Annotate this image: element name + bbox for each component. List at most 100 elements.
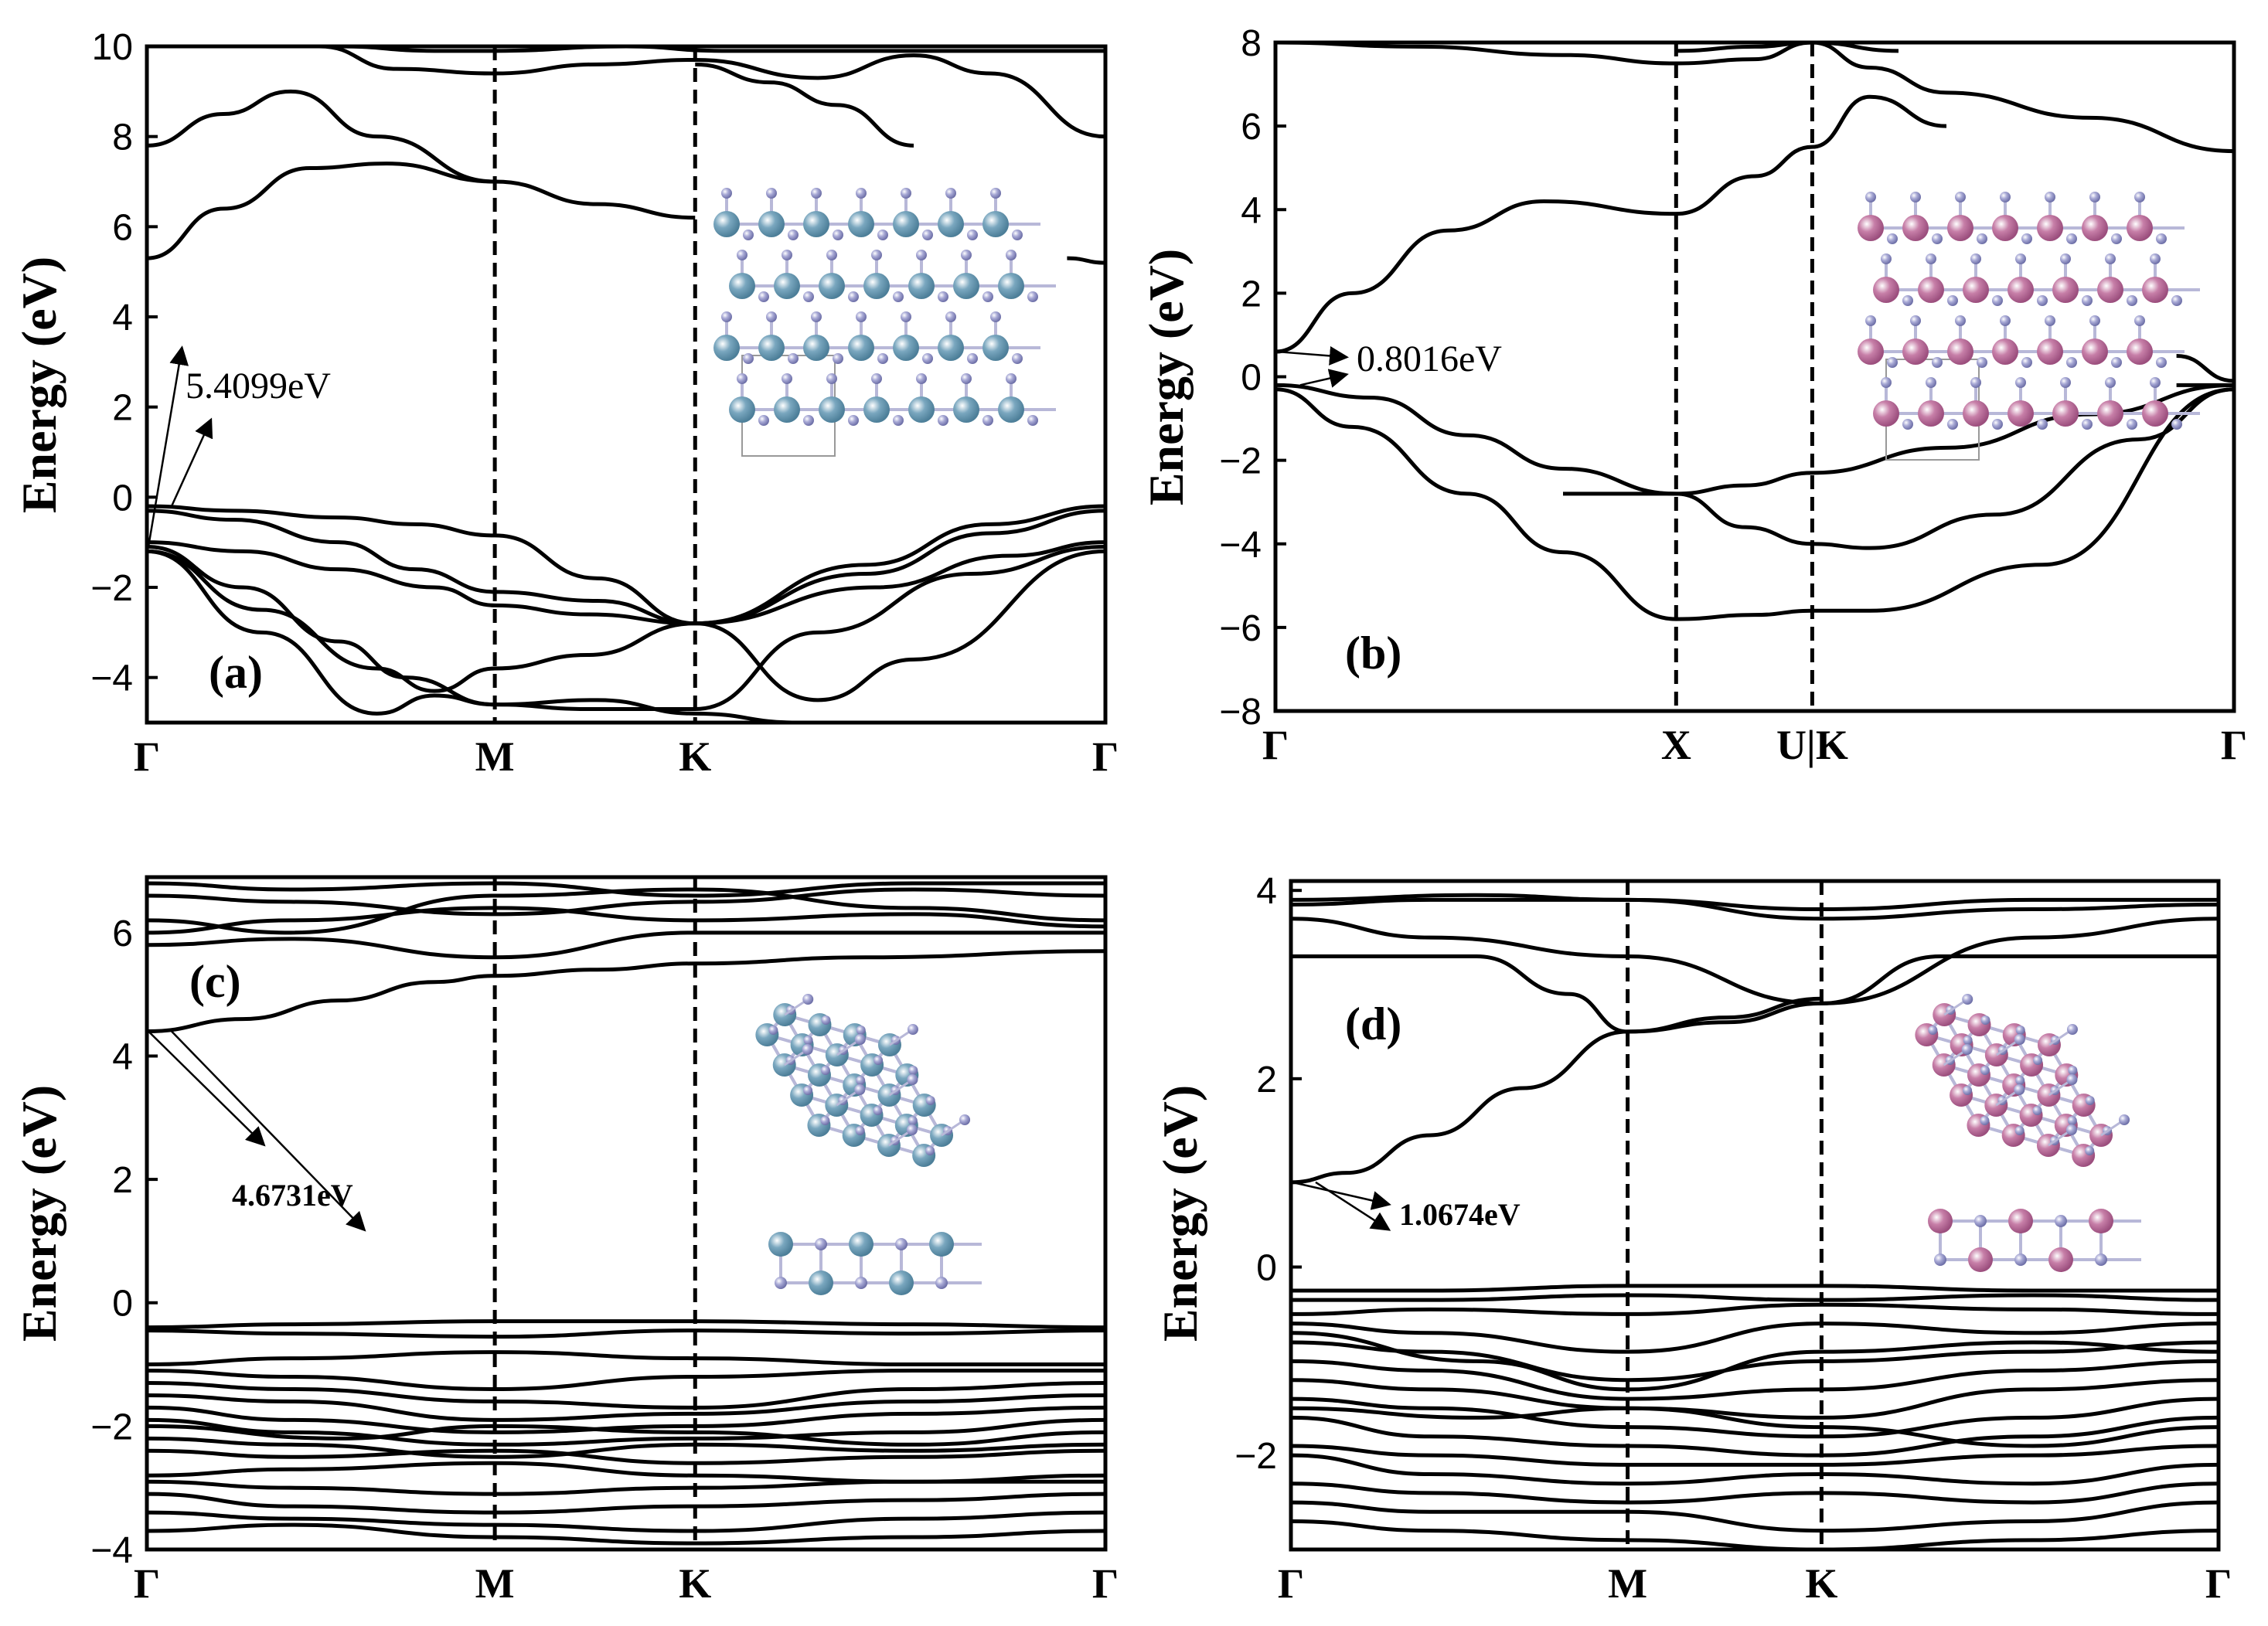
small-atom	[873, 1106, 883, 1115]
small-atom	[811, 311, 822, 322]
band-band-3	[147, 540, 1105, 626]
small-atom	[2089, 192, 2100, 202]
small-atom	[737, 373, 747, 384]
small-atom	[855, 1277, 867, 1289]
small-atom	[2156, 233, 2167, 244]
small-atom	[1980, 1066, 1990, 1075]
small-atom	[2156, 357, 2167, 368]
band-gap-label: 1.0674eV	[1399, 1197, 1521, 1232]
kpoint-label: U|K	[1776, 722, 1848, 768]
small-atom	[1012, 230, 1023, 240]
large-atom	[758, 211, 785, 237]
small-atom	[2033, 1056, 2043, 1065]
y-tick-label: −4	[90, 658, 133, 699]
large-atom	[729, 273, 755, 299]
small-atom	[2066, 1024, 2078, 1035]
band-cb-2	[147, 930, 1105, 960]
crystal-structure-inset-0	[713, 188, 1056, 457]
small-atom	[856, 1026, 866, 1035]
large-atom	[929, 1232, 954, 1257]
kpoint-label: Γ	[1092, 733, 1119, 780]
small-atom	[766, 188, 777, 199]
small-atom	[833, 353, 843, 364]
band-vb-1	[147, 1319, 1105, 1330]
small-atom	[1902, 419, 1913, 430]
band-lines	[147, 881, 1105, 1546]
band-vb-3	[1291, 1302, 2219, 1316]
small-atom	[1006, 250, 1017, 260]
small-atom	[2015, 1026, 2025, 1035]
band-vb-2	[147, 1328, 1105, 1339]
band-band-5	[1275, 43, 2234, 154]
small-atom	[2066, 1074, 2078, 1085]
large-atom	[1858, 215, 1884, 241]
small-atom	[2105, 253, 2116, 264]
small-atom	[907, 1024, 918, 1035]
large-atom	[2007, 277, 2034, 303]
large-atom	[2082, 338, 2108, 365]
small-atom	[2111, 233, 2122, 244]
small-atom	[803, 1086, 813, 1095]
small-atom	[2085, 1096, 2095, 1105]
small-atom	[788, 230, 799, 240]
large-atom	[998, 396, 1024, 423]
large-atom	[889, 1271, 914, 1295]
band-cb-1	[147, 949, 1105, 1034]
small-atom	[737, 250, 747, 260]
large-atom	[774, 273, 800, 299]
gap-arrow	[148, 1030, 266, 1147]
large-atom	[2007, 400, 2034, 427]
small-atom	[959, 1114, 971, 1125]
band-band-1	[147, 504, 1105, 626]
small-atom	[1934, 1254, 1946, 1266]
kpoint-label: Γ	[1092, 1560, 1119, 1607]
small-atom	[2055, 1215, 2067, 1227]
band-gap-label: 0.8016eV	[1357, 338, 1502, 379]
small-atom	[2021, 357, 2032, 368]
small-atom	[2171, 419, 2182, 430]
panel-3: 4 2 0 −2 Γ M K Γ Energy (eV) (d) 1.0674eV	[1153, 871, 2232, 1607]
small-atom	[2060, 377, 2071, 388]
y-tick-label: 0	[1256, 1248, 1277, 1289]
large-atom	[729, 396, 755, 423]
small-atom	[873, 1056, 884, 1065]
small-atom	[895, 1238, 908, 1250]
small-atom	[2021, 233, 2032, 244]
small-atom	[2150, 377, 2161, 388]
large-atom	[2037, 338, 2063, 365]
large-atom	[803, 211, 829, 237]
large-atom	[893, 335, 919, 361]
y-tick-label: 4	[1241, 190, 1262, 231]
small-atom	[877, 353, 888, 364]
kpoint-label: K	[679, 1560, 711, 1607]
band-band-7	[147, 162, 696, 260]
small-atom	[820, 1116, 830, 1125]
small-atom	[982, 415, 993, 426]
band-vb-10	[147, 1448, 1105, 1465]
y-tick-label: 8	[1241, 23, 1262, 64]
band-cb-2	[1291, 954, 1628, 1034]
small-atom	[1027, 291, 1038, 302]
large-atom	[2097, 277, 2123, 303]
large-atom	[1947, 338, 1973, 365]
small-atom	[2066, 233, 2077, 244]
small-atom	[766, 311, 777, 322]
small-atom	[2000, 192, 2011, 202]
large-atom	[998, 273, 1024, 299]
large-atom	[1963, 277, 1989, 303]
panel-label: (b)	[1345, 628, 1401, 679]
small-atom	[848, 415, 859, 426]
y-tick-label: 2	[112, 388, 133, 429]
large-atom	[982, 335, 1009, 361]
small-atom	[2150, 253, 2161, 264]
band-vb-12	[147, 1479, 1105, 1496]
band-vb-11	[147, 1461, 1105, 1484]
band-cb-3	[1627, 954, 2219, 1034]
kpoint-label: M	[1608, 1560, 1647, 1607]
y-tick-label: 10	[92, 27, 133, 68]
small-atom	[1961, 1044, 1973, 1055]
kpoint-label: Γ	[1262, 722, 1289, 768]
